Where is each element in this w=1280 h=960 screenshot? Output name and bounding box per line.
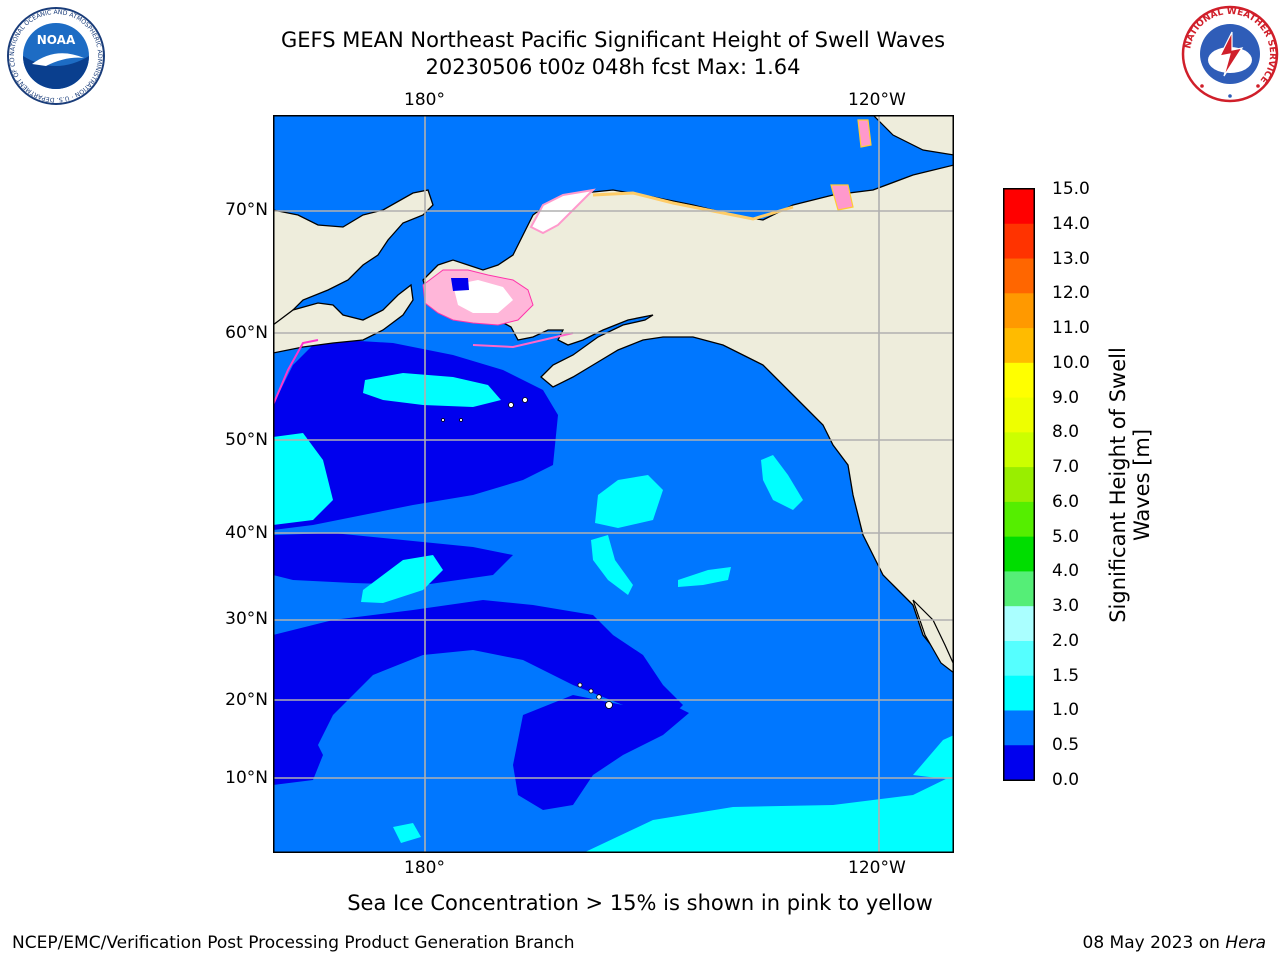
swell-cyan-south	[583, 775, 954, 853]
colorbar-tick-label: 8.0	[1052, 422, 1080, 443]
sea-ice-kamchatka-edge	[273, 339, 319, 406]
lat-label-60n: 60°N	[225, 323, 268, 343]
aleutian-islands	[441, 397, 528, 422]
colorbar-swatch	[1004, 745, 1034, 781]
colorbar-tick-label: 14.0	[1052, 213, 1090, 234]
colorbar-tick-label: 7.0	[1052, 457, 1080, 478]
map-canvas	[273, 115, 954, 853]
colorbar-swatch	[1004, 675, 1034, 711]
colorbar-label: Significant Height of Swell Waves [m]	[1106, 347, 1154, 623]
land-chukotka	[273, 283, 414, 354]
swell-cyan-stream	[591, 535, 633, 595]
colorbar-tick-label: 1.5	[1052, 665, 1080, 686]
colorbar-tick-label: 12.0	[1052, 283, 1090, 304]
map-title: GEFS MEAN Northeast Pacific Significant …	[280, 28, 946, 52]
sea-ice-pocket	[451, 278, 469, 291]
swell-cyan-se	[913, 735, 954, 780]
colorbar-swatch	[1004, 397, 1034, 433]
colorbar-swatch	[1004, 432, 1034, 468]
colorbar-tick-label: 13.0	[1052, 248, 1090, 269]
noaa-logo: NATIONAL OCEANIC AND ATMOSPHERIC ADMINIS…	[6, 6, 105, 105]
swell-cyan-center	[595, 475, 663, 528]
colorbar-tick-label: 10.0	[1052, 352, 1090, 373]
colorbar-swatch	[1004, 189, 1034, 225]
sea-ice-note: Sea Ice Concentration > 15% is shown in …	[347, 891, 933, 915]
colorbar-swatch	[1004, 710, 1034, 746]
ocean-low-band	[273, 533, 513, 585]
colorbar-tick-label: 0.5	[1052, 735, 1080, 756]
footer-credit: NCEP/EMC/Verification Post Processing Pr…	[12, 933, 575, 953]
colorbar-swatch	[1004, 258, 1034, 294]
sea-ice-canada-strip	[857, 119, 872, 148]
sea-ice-aleutian	[472, 332, 574, 349]
lon-label-bottom-120w: 120°W	[848, 858, 906, 878]
colorbar-tick-label: 3.0	[1052, 596, 1080, 617]
map-panel	[273, 115, 954, 853]
swell-cyan-mid	[361, 555, 443, 603]
ocean-low-sw	[273, 705, 323, 785]
land-baja	[912, 599, 954, 674]
colorbar-swatch	[1004, 606, 1034, 642]
colorbar-tick-label: 9.0	[1052, 387, 1080, 408]
nws-logo: NATIONAL WEATHER SERVICE	[1181, 5, 1279, 103]
lon-label-top-120w: 120°W	[848, 90, 906, 110]
colorbar-border	[1003, 188, 1035, 781]
swell-cyan-west	[273, 433, 333, 525]
sea-ice-beaufort	[830, 184, 854, 211]
swell-cyan-east	[678, 567, 731, 587]
colorbar-swatch	[1004, 328, 1034, 364]
colorbar-tick-label: 4.0	[1052, 561, 1080, 582]
colorbar-tick-label: 11.0	[1052, 318, 1090, 339]
ocean-low-central	[273, 600, 683, 765]
footer-date: 08 May 2023 on Hera	[1082, 933, 1267, 953]
colorbar-tick-label: 0.0	[1052, 770, 1080, 790]
colorbar-swatch	[1004, 536, 1034, 572]
lat-label-50n: 50°N	[225, 430, 268, 450]
lat-label-20n: 20°N	[225, 690, 268, 710]
map-border	[273, 115, 954, 853]
lat-label-40n: 40°N	[225, 523, 268, 543]
swell-cyan-sw	[393, 823, 421, 843]
lon-label-bottom-180: 180°	[404, 858, 445, 878]
land-arctic-islands	[872, 115, 954, 156]
colorbar-swatch	[1004, 571, 1034, 607]
colorbar-swatch	[1004, 501, 1034, 538]
colorbar-swatch	[1004, 467, 1034, 503]
sea-ice-arctic-coast	[592, 191, 794, 221]
colorbar-swatch	[1004, 293, 1034, 329]
lat-label-10n: 10°N	[225, 768, 268, 788]
colorbar-tick-label: 5.0	[1052, 526, 1080, 547]
ocean-low-hawaii	[513, 695, 689, 810]
swell-cyan-oregon	[761, 455, 803, 510]
noaa-logo-text: NOAA	[37, 33, 76, 47]
colorbar-swatch	[1004, 362, 1034, 399]
graticule	[273, 115, 954, 853]
colorbar-swatch	[1004, 640, 1034, 677]
land-siberia	[273, 115, 434, 326]
colorbar-tick-label: 6.0	[1052, 491, 1080, 512]
map-subtitle: 20230506 t00z 048h fcst Max: 1.64	[425, 55, 801, 79]
colorbar-tick-label: 15.0	[1052, 179, 1090, 199]
colorbar-swatch	[1004, 223, 1034, 260]
colorbar-tick-label: 1.0	[1052, 700, 1080, 721]
colorbar	[1003, 188, 1035, 781]
swell-cyan-bering	[363, 373, 501, 407]
hawaiian-islands	[577, 682, 613, 709]
lon-label-top-180: 180°	[404, 90, 445, 110]
footer-host: Hera	[1225, 933, 1266, 953]
lat-label-30n: 30°N	[225, 609, 268, 629]
colorbar-tick-label: 2.0	[1052, 630, 1080, 651]
lat-label-70n: 70°N	[225, 200, 268, 220]
